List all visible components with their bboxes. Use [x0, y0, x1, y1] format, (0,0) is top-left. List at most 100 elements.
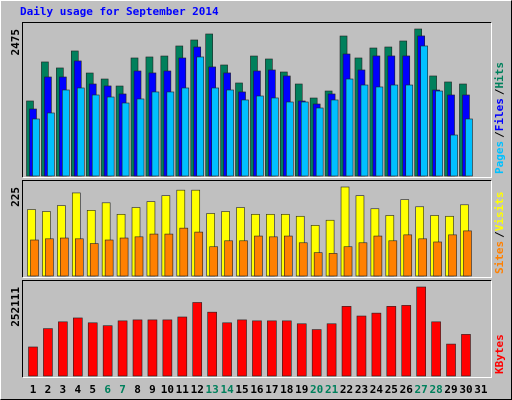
bar — [224, 240, 233, 277]
bar — [271, 97, 279, 177]
bar — [32, 118, 40, 177]
bar — [300, 101, 309, 177]
y-tick-label: 225 — [9, 187, 22, 207]
bar — [358, 242, 368, 277]
legend-entry: Files — [493, 98, 506, 131]
bar — [28, 346, 38, 377]
bar — [151, 91, 160, 177]
x-tick-label: 2 — [45, 383, 52, 396]
bar — [207, 311, 217, 377]
panel-border-light — [22, 180, 492, 278]
bar — [356, 315, 367, 377]
bar — [388, 240, 398, 277]
bar — [448, 234, 457, 277]
x-tick-label: 26 — [400, 383, 414, 396]
bar — [177, 316, 188, 377]
x-tick-label: 10 — [161, 383, 174, 396]
bar — [119, 237, 129, 277]
x-tick-label: 13 — [206, 383, 219, 396]
legend-separator: / — [493, 88, 506, 95]
bar — [136, 98, 145, 177]
legend-entry: KBytes — [493, 334, 506, 374]
bar — [181, 87, 190, 177]
x-tick-label: 18 — [280, 383, 293, 396]
bar — [147, 319, 158, 377]
bar — [58, 321, 68, 377]
bar — [256, 95, 264, 177]
bar — [345, 78, 354, 177]
legend: Pages/Files/Hits — [493, 62, 506, 174]
x-tick-label: 12 — [191, 383, 204, 396]
bar — [431, 321, 441, 377]
bar — [341, 306, 352, 377]
bar — [72, 317, 83, 377]
bar — [450, 134, 458, 177]
panel-border-dark — [22, 22, 492, 178]
x-tick-label: 6 — [104, 383, 111, 396]
x-tick-label: 9 — [149, 383, 156, 396]
bar — [194, 231, 204, 277]
chart-title: Daily usage for September 2014 — [20, 5, 219, 18]
panel-border-light — [22, 280, 492, 378]
bar — [252, 320, 262, 377]
bar — [386, 306, 397, 377]
bar — [132, 319, 143, 377]
x-tick-label: 30 — [459, 383, 472, 396]
bar — [162, 319, 173, 377]
bar — [405, 84, 414, 177]
bar — [286, 101, 294, 177]
bar — [375, 86, 384, 177]
bar — [226, 89, 234, 177]
x-tick-label: 24 — [370, 383, 384, 396]
bar — [166, 91, 175, 177]
bar — [311, 329, 322, 377]
x-tick-label: 25 — [385, 383, 398, 396]
bar — [30, 239, 39, 277]
bar — [74, 238, 84, 277]
bar — [241, 99, 249, 177]
bar — [284, 235, 293, 277]
bar — [106, 96, 115, 177]
bar — [62, 89, 70, 177]
x-tick-label: 20 — [310, 383, 323, 396]
bar — [416, 286, 426, 377]
x-tick-label: 3 — [60, 383, 67, 396]
bar — [237, 319, 247, 377]
panel-border-dark — [22, 280, 492, 378]
bar — [360, 84, 369, 177]
bar — [192, 302, 203, 377]
bar — [390, 84, 399, 177]
x-tick-label: 29 — [444, 383, 457, 396]
bar — [121, 102, 130, 177]
bar — [222, 322, 232, 377]
bar — [282, 320, 292, 377]
bar — [76, 87, 85, 177]
bar — [313, 252, 323, 277]
x-tick-label: 8 — [134, 383, 141, 396]
bar — [420, 45, 428, 177]
bar — [465, 118, 473, 177]
bar — [418, 238, 427, 277]
x-tick-label: 7 — [119, 383, 126, 396]
bar — [461, 334, 471, 377]
bar — [435, 90, 443, 177]
bar — [446, 343, 456, 377]
x-tick-label: 16 — [250, 383, 264, 396]
bar — [117, 320, 128, 377]
bar — [269, 236, 278, 277]
bar — [330, 99, 339, 177]
legend: Sites /Visits — [493, 192, 506, 275]
bar — [209, 246, 218, 277]
bar — [91, 94, 100, 177]
bar — [164, 233, 174, 277]
bar — [134, 236, 144, 277]
x-tick-label: 27 — [415, 383, 428, 396]
bar — [328, 253, 338, 277]
x-tick-label: 11 — [176, 383, 190, 396]
bar — [196, 56, 205, 177]
x-tick-label: 4 — [74, 383, 81, 396]
legend-entry: Sites — [493, 241, 506, 274]
x-tick-label: 23 — [355, 383, 368, 396]
